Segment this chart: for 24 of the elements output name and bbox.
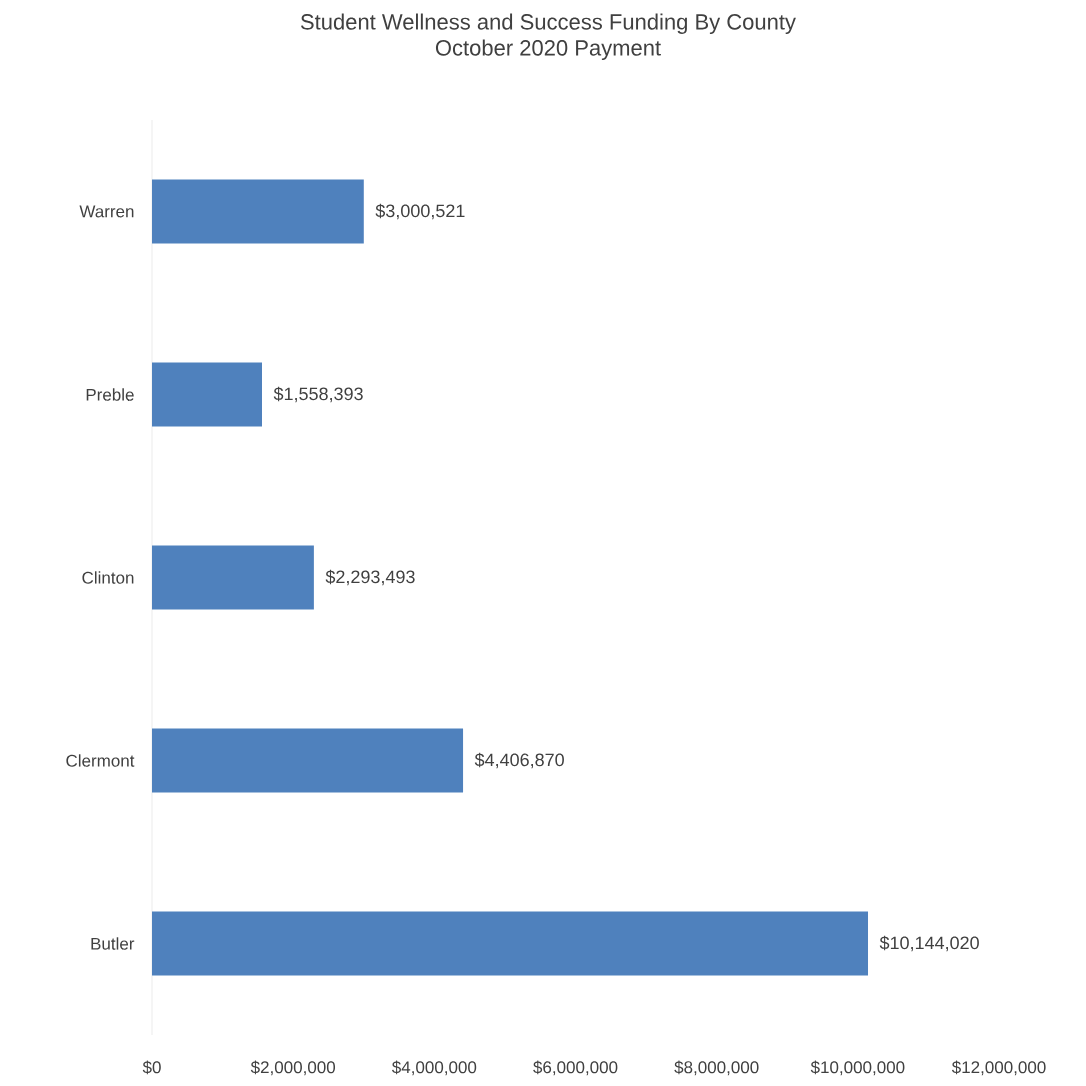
x-tick-label: $0 [142,1060,161,1075]
x-tick-label: $6,000,000 [533,1060,618,1076]
x-tick-label: $4,000,000 [391,1060,477,1076]
x-tick-label: $8,000,000 [674,1060,759,1076]
bar [152,179,364,244]
data-label: $10,144,020 [879,935,979,952]
data-label: $2,293,493 [325,569,415,586]
y-tick-label: Clermont [66,754,135,767]
y-tick-label: Clinton [82,571,134,584]
x-tick-label: $2,000,000 [250,1060,336,1076]
data-label: $4,406,870 [474,752,564,769]
y-tick-label: Warren [79,205,134,218]
bar [152,545,314,610]
bar [152,728,464,793]
chart-subtitle: October 2020 Payment [435,39,661,61]
bar [152,911,869,976]
y-tick-label: Butler [91,937,135,950]
chart-title: Student Wellness and Success Funding By County [300,13,796,35]
data-label: $3,000,521 [375,203,465,220]
x-tick-label: $12,000,000 [951,1060,1046,1076]
bar [152,362,262,427]
y-tick-label: Preble [86,388,134,401]
data-label: $1,558,393 [273,386,363,403]
x-tick-label: $10,000,000 [810,1060,905,1076]
